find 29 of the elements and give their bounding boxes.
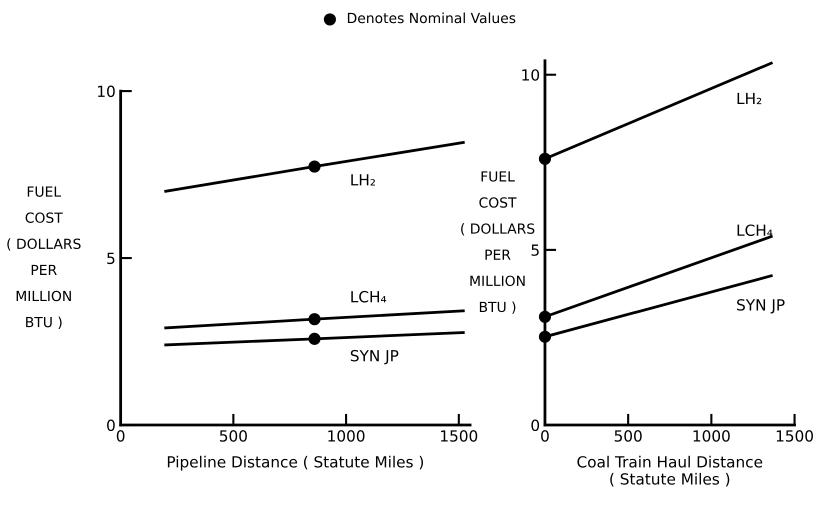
point — [308, 160, 321, 173]
point — [538, 152, 552, 165]
series-label: LH₂ — [351, 174, 375, 186]
point — [308, 332, 321, 345]
y-tick-label: 0 — [107, 420, 115, 432]
x-tick-label: 1500 — [776, 430, 813, 442]
point — [538, 310, 552, 323]
x-tick-label: 0 — [541, 430, 549, 442]
y-tick-label: 10 — [98, 86, 115, 98]
point — [538, 330, 552, 343]
x-axis-title: Coal Train Haul Distance ( Statute Miles ) — [577, 456, 762, 487]
series-label: SYN JP — [350, 350, 398, 364]
x-tick-label: 1000 — [328, 430, 365, 442]
y-axis-title: FUEL COST ( DOLLARS PER MILLION BTU ) — [7, 186, 81, 329]
x-tick-label: 1500 — [441, 430, 478, 442]
point — [308, 313, 321, 326]
x-tick-label: 500 — [614, 430, 642, 442]
y-tick-label: 10 — [522, 69, 540, 81]
series-label: SYN JP — [737, 299, 785, 314]
legend-label: Denotes Nominal Values — [348, 12, 516, 24]
series-label: LCH₄ — [738, 224, 772, 236]
x-axis-title: Pipeline Distance ( Statute Miles ) — [168, 456, 424, 471]
y-tick-label: 0 — [531, 420, 540, 432]
x-tick-label: 500 — [220, 430, 247, 442]
x-tick-label: 0 — [116, 430, 124, 442]
x-tick-label: 1000 — [694, 430, 730, 442]
series-label: LCH₄ — [351, 290, 386, 302]
series-label: LH₂ — [738, 92, 762, 104]
y-tick-label: 5 — [107, 252, 114, 264]
